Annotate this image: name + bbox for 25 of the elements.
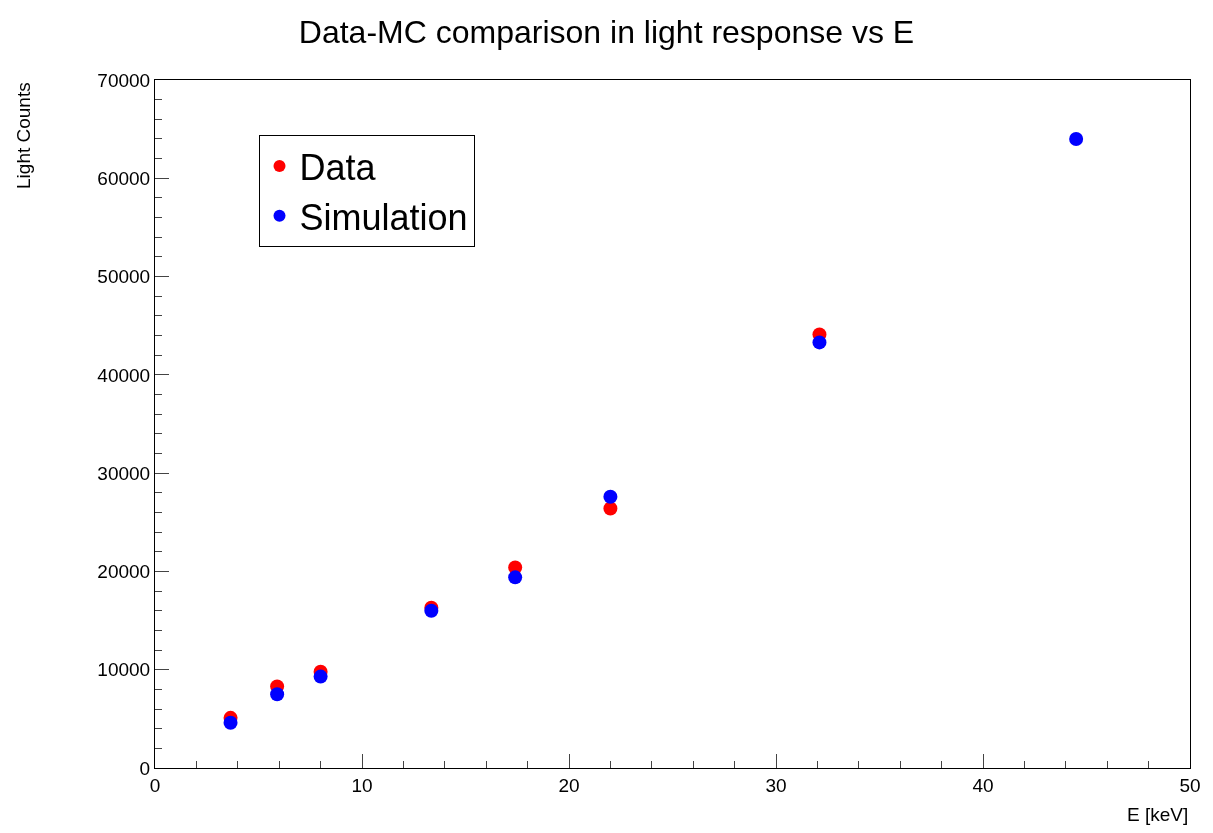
point (270, 687, 285, 702)
legend-label: Simulation (299, 196, 468, 238)
y-tick-label: 10000 (97, 659, 151, 681)
y-tick-label: 0 (139, 757, 151, 779)
x-tick-label: 10 (351, 774, 373, 796)
x-tick-label: 40 (972, 774, 994, 796)
point (313, 669, 328, 684)
y-tick-label: 20000 (97, 561, 151, 583)
point (223, 715, 238, 730)
x-tick-label: 30 (765, 774, 787, 796)
y-tick-label: 30000 (97, 462, 151, 484)
legend-label: Data (299, 146, 377, 188)
point (1069, 131, 1084, 146)
x-tick-label: 50 (1179, 774, 1201, 796)
x-tick-label: 20 (558, 774, 580, 796)
y-tick-label: 50000 (97, 266, 151, 288)
point (603, 489, 618, 504)
point (508, 570, 523, 585)
chart-title: Data-MC comparison in light response vs E (298, 14, 915, 51)
y-axis-title: Light Counts (12, 82, 34, 189)
point (812, 335, 827, 350)
y-tick-label: 70000 (97, 69, 151, 91)
y-tick-label: 60000 (97, 167, 151, 189)
y-tick-label: 40000 (97, 364, 151, 386)
x-axis-title: E [keV] (1127, 804, 1189, 825)
